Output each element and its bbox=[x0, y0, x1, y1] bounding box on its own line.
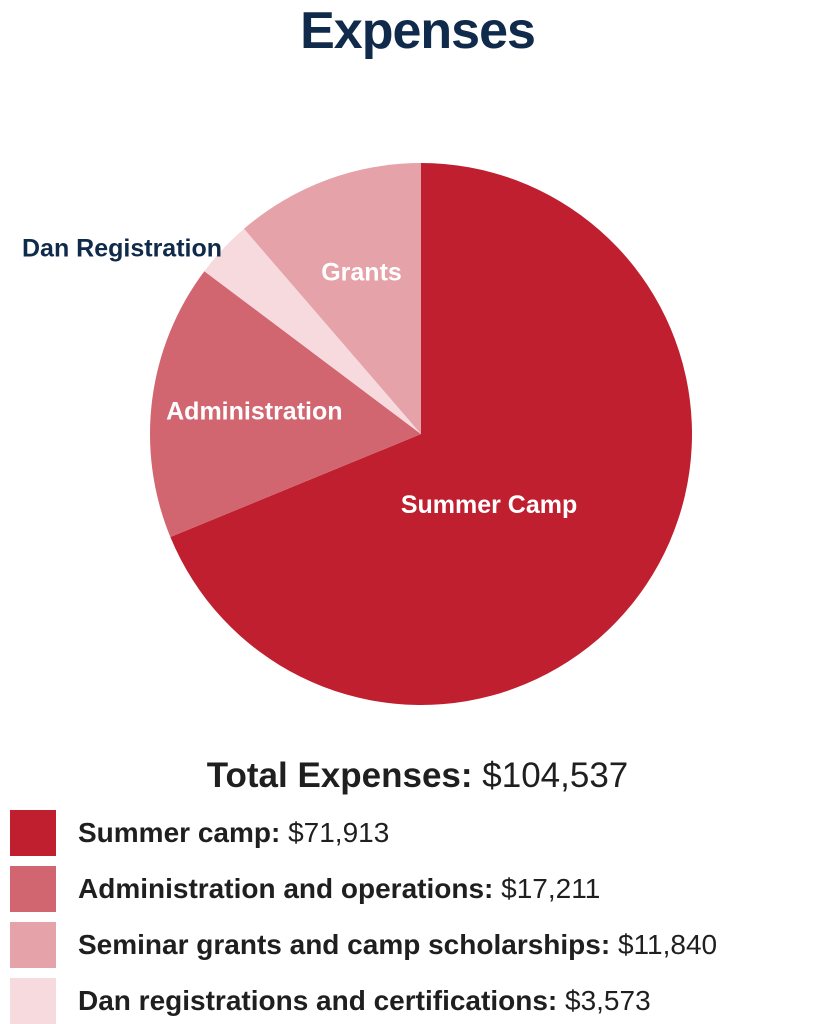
legend-value: $17,211 bbox=[501, 873, 601, 904]
legend-value: $3,573 bbox=[565, 985, 651, 1016]
legend-swatch bbox=[10, 978, 56, 1024]
legend-label: Dan registrations and certifications: bbox=[78, 985, 558, 1016]
slice-label-administration: Administration bbox=[166, 397, 342, 425]
total-expenses: Total Expenses: $104,537 bbox=[0, 752, 835, 800]
legend-item-dan-registrations: Dan registrations and certifications: $3… bbox=[10, 978, 835, 1024]
total-value: $104,537 bbox=[482, 756, 629, 795]
chart-title: Expenses bbox=[300, 2, 536, 60]
slice-label-dan-registration: Dan Registration bbox=[22, 235, 222, 263]
legend-item-administration: Administration and operations: $17,211 bbox=[10, 866, 835, 912]
legend-value: $71,913 bbox=[288, 817, 390, 848]
pie-slice-grants bbox=[244, 163, 421, 434]
legend-item-grants: Seminar grants and camp scholarships: $1… bbox=[10, 922, 835, 968]
pie-slice-administration bbox=[149, 271, 421, 538]
legend-value: $11,840 bbox=[617, 929, 718, 960]
legend-swatch bbox=[10, 922, 56, 968]
pie-slice-dan-registration bbox=[204, 228, 421, 434]
legend-label: Summer camp: bbox=[78, 817, 281, 848]
legend-item-summer-camp: Summer camp: $71,913 bbox=[10, 810, 835, 856]
slice-label-grants: Grants bbox=[321, 259, 402, 287]
legend-label: Seminar grants and camp scholarships: bbox=[78, 929, 611, 960]
pie-slice-summer-camp bbox=[170, 163, 692, 705]
legend-label: Administration and operations: bbox=[78, 873, 494, 904]
legend-swatch bbox=[10, 810, 56, 856]
legend-swatch bbox=[10, 866, 56, 912]
slice-label-summer-camp: Summer Camp bbox=[401, 491, 577, 519]
total-label: Total Expenses: bbox=[206, 756, 473, 795]
pie-chart: Summer Camp Administration Dan Registratio… bbox=[22, 163, 692, 705]
